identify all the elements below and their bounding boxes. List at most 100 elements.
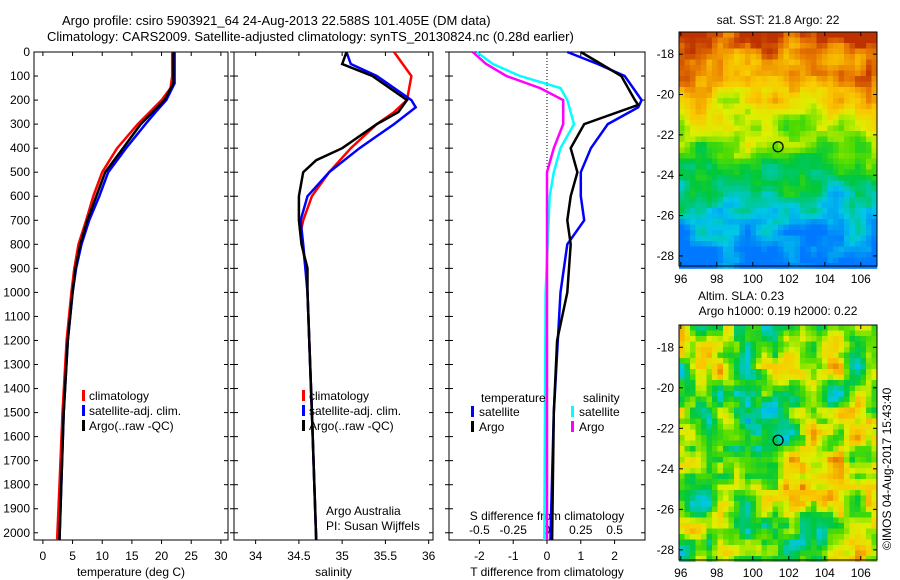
heatmap-cell: [684, 457, 691, 463]
heatmap-cell: [717, 407, 724, 414]
heatmap-cell: [789, 545, 795, 551]
heatmap-cell: [712, 92, 718, 99]
heatmap-cell: [816, 336, 823, 342]
legend-label: climatology: [89, 389, 149, 403]
heatmap-cell: [838, 347, 845, 353]
heatmap-cell: [684, 418, 691, 425]
heatmap-cell: [734, 186, 740, 192]
heatmap-cell: [772, 369, 779, 375]
heatmap-cell: [679, 252, 685, 258]
heatmap-cell: [794, 252, 801, 258]
heatmap-cell: [811, 347, 817, 353]
heatmap-cell: [800, 484, 806, 491]
heatmap-cell: [712, 169, 718, 176]
heatmap-cell: [833, 330, 839, 337]
heatmap-cell: [772, 65, 779, 71]
heatmap-cell: [734, 92, 740, 99]
heatmap-cell: [816, 429, 823, 436]
heatmap-cell: [739, 330, 746, 337]
heatmap-cell: [690, 65, 696, 71]
heatmap-cell: [745, 374, 751, 381]
heatmap-cell: [855, 462, 861, 469]
heatmap-cell: [734, 396, 740, 403]
heatmap-cell: [723, 484, 729, 491]
heatmap-cell: [761, 352, 768, 359]
heatmap-cell: [778, 479, 784, 485]
heatmap-cell: [805, 230, 812, 236]
heatmap-cell: [767, 158, 773, 165]
heatmap-cell: [750, 252, 757, 258]
heatmap-cell: [728, 98, 735, 104]
heatmap-cell: [679, 402, 685, 408]
heatmap-cell: [701, 363, 707, 370]
heatmap-cell: [844, 32, 850, 38]
legend-swatch: [571, 421, 574, 432]
heatmap-cell: [855, 468, 861, 474]
heatmap-cell: [794, 435, 801, 441]
heatmap-cell: [739, 369, 746, 375]
x-tick-label: -1: [508, 549, 519, 563]
heatmap-cell: [838, 197, 845, 203]
heatmap-cell: [778, 374, 784, 381]
heatmap-cell: [756, 164, 762, 170]
heatmap-cell: [871, 208, 878, 214]
heatmap-cell: [761, 169, 768, 176]
heatmap-cell: [871, 76, 878, 82]
heatmap-cell: [717, 197, 724, 203]
heatmap-cell: [728, 87, 735, 93]
heatmap-cell: [822, 429, 828, 436]
heatmap-cell: [690, 358, 696, 364]
heatmap-cell: [728, 418, 735, 425]
heatmap-cell: [789, 147, 795, 154]
heatmap-cell: [756, 528, 762, 535]
heatmap-cell: [805, 347, 812, 353]
heatmap-cell: [866, 413, 872, 419]
heatmap-cell: [871, 98, 878, 104]
heatmap-cell: [778, 495, 784, 502]
heatmap-cell: [695, 556, 702, 562]
heatmap-cell: [761, 48, 768, 55]
heatmap-cell: [734, 413, 740, 419]
heatmap-cell: [745, 32, 751, 38]
heatmap-cell: [695, 473, 702, 480]
heatmap-cell: [739, 43, 746, 49]
heatmap-cell: [822, 396, 828, 403]
heatmap-cell: [728, 219, 735, 225]
heatmap-cell: [756, 65, 762, 71]
heatmap-cell: [734, 369, 740, 375]
heatmap-cell: [822, 131, 828, 137]
heatmap-cell: [778, 391, 784, 397]
heatmap-cell: [745, 65, 751, 71]
heatmap-cell: [794, 98, 801, 104]
heatmap-cell: [833, 446, 839, 452]
heatmap-cell: [871, 120, 878, 126]
heatmap-cell: [849, 369, 856, 375]
heatmap-cell: [712, 158, 718, 165]
heatmap-cell: [833, 402, 839, 408]
heatmap-cell: [723, 43, 729, 49]
heatmap-cell: [701, 147, 707, 154]
heatmap-cell: [789, 202, 795, 209]
heatmap-cell: [756, 418, 762, 425]
heatmap-cell: [871, 358, 878, 364]
heatmap-cell: [778, 385, 784, 392]
heatmap-cell: [734, 103, 740, 110]
heatmap-cell: [734, 180, 740, 187]
heatmap-cell: [860, 451, 867, 458]
heatmap-cell: [811, 252, 817, 258]
heatmap-cell: [855, 191, 861, 198]
heatmap-cell: [827, 219, 834, 225]
heatmap-cell: [805, 164, 812, 170]
heatmap-cell: [761, 501, 768, 507]
heatmap-cell: [822, 158, 828, 165]
heatmap-cell: [805, 252, 812, 258]
heatmap-cell: [805, 490, 812, 496]
heatmap-cell: [772, 418, 779, 425]
heatmap-cell: [761, 418, 768, 425]
heatmap-cell: [800, 81, 806, 88]
heatmap-cell: [789, 142, 795, 148]
heatmap-cell: [783, 374, 790, 381]
heatmap-cell: [805, 186, 812, 192]
heatmap-cell: [728, 169, 735, 176]
